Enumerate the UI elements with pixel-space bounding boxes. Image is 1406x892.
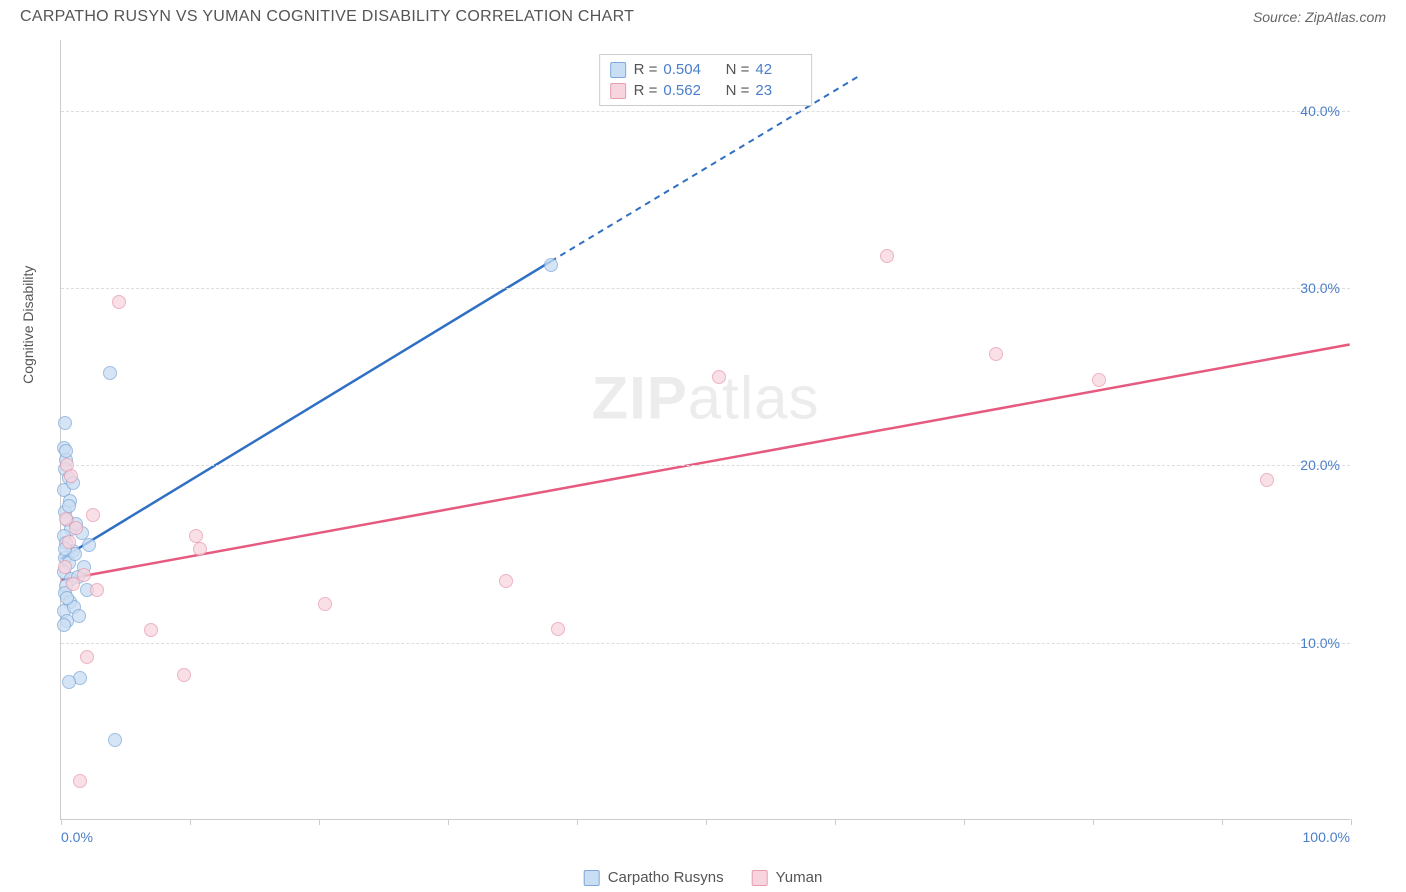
scatter-point: [73, 774, 87, 788]
legend-swatch: [752, 870, 768, 886]
series-swatch: [610, 62, 626, 78]
stats-box: R = 0.504 N = 42R = 0.562 N = 23: [599, 54, 813, 106]
legend-item: Yuman: [752, 869, 823, 886]
gridline: [61, 465, 1350, 466]
scatter-point: [177, 668, 191, 682]
y-tick-label: 40.0%: [1300, 103, 1340, 119]
scatter-point: [82, 538, 96, 552]
scatter-point: [551, 622, 565, 636]
legend-item: Carpatho Rusyns: [584, 869, 724, 886]
stats-row: R = 0.562 N = 23: [610, 80, 802, 101]
scatter-point: [318, 597, 332, 611]
x-tick: [448, 819, 449, 825]
x-axis-min-label: 0.0%: [61, 829, 93, 845]
stats-row: R = 0.504 N = 42: [610, 59, 802, 80]
scatter-point: [62, 675, 76, 689]
scatter-point: [59, 444, 73, 458]
y-tick-label: 10.0%: [1300, 635, 1340, 651]
scatter-point: [58, 560, 72, 574]
scatter-point: [712, 370, 726, 384]
legend: Carpatho Rusyns Yuman: [584, 869, 823, 886]
scatter-point: [880, 249, 894, 263]
watermark: ZIPatlas: [591, 364, 819, 433]
scatter-point: [66, 577, 80, 591]
scatter-point: [62, 535, 76, 549]
legend-swatch: [584, 870, 600, 886]
scatter-point: [60, 591, 74, 605]
legend-label: Carpatho Rusyns: [608, 869, 724, 886]
x-tick: [706, 819, 707, 825]
scatter-point: [58, 416, 72, 430]
gridline: [61, 288, 1350, 289]
chart-title: CARPATHO RUSYN VS YUMAN COGNITIVE DISABI…: [20, 8, 634, 26]
scatter-point: [77, 568, 91, 582]
x-tick: [61, 819, 62, 825]
x-tick: [835, 819, 836, 825]
scatter-point: [103, 366, 117, 380]
scatter-point: [72, 609, 86, 623]
chart-container: Cognitive Disability ZIPatlas 0.0% 100.0…: [50, 40, 1390, 830]
scatter-point: [499, 574, 513, 588]
x-tick: [1222, 819, 1223, 825]
scatter-point: [108, 733, 122, 747]
x-tick: [1351, 819, 1352, 825]
scatter-point: [544, 258, 558, 272]
chart-header: CARPATHO RUSYN VS YUMAN COGNITIVE DISABI…: [0, 0, 1406, 30]
scatter-point: [1260, 473, 1274, 487]
scatter-point: [1092, 373, 1106, 387]
legend-label: Yuman: [776, 869, 823, 886]
x-axis-max-label: 100.0%: [1303, 829, 1350, 845]
scatter-point: [80, 650, 94, 664]
scatter-point: [112, 295, 126, 309]
scatter-point: [989, 347, 1003, 361]
scatter-point: [86, 508, 100, 522]
y-axis-label: Cognitive Disability: [20, 266, 36, 384]
scatter-point: [90, 583, 104, 597]
y-tick-label: 30.0%: [1300, 280, 1340, 296]
scatter-point: [193, 542, 207, 556]
source-label: Source: ZipAtlas.com: [1253, 9, 1386, 25]
trend-lines: [61, 40, 1350, 819]
series-swatch: [610, 83, 626, 99]
gridline: [61, 643, 1350, 644]
scatter-point: [64, 469, 78, 483]
x-tick: [190, 819, 191, 825]
scatter-point: [144, 623, 158, 637]
x-tick: [964, 819, 965, 825]
scatter-point: [57, 618, 71, 632]
plot-area: ZIPatlas 0.0% 100.0% R = 0.504 N = 42R =…: [60, 40, 1350, 820]
scatter-point: [69, 521, 83, 535]
y-tick-label: 20.0%: [1300, 457, 1340, 473]
x-tick: [1093, 819, 1094, 825]
x-tick: [577, 819, 578, 825]
gridline: [61, 111, 1350, 112]
x-tick: [319, 819, 320, 825]
